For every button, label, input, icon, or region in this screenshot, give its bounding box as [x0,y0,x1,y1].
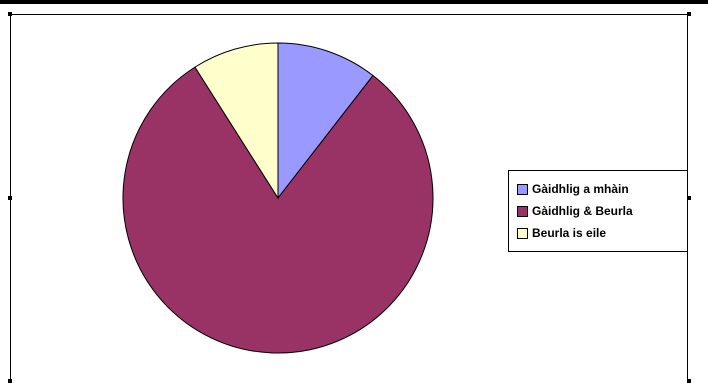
legend-item: Gàidhlig & Beurla [517,200,687,222]
pie-slice[interactable] [277,42,374,200]
resize-handle-top-right[interactable] [687,12,691,16]
legend-swatch [517,183,528,195]
pie-slice[interactable] [194,42,279,200]
legend[interactable]: Gàidhlig a mhàin Gàidhlig & Beurla Beurl… [508,170,688,252]
resize-handle-middle-right[interactable] [687,196,691,200]
legend-item: Gàidhlig a mhàin [517,178,687,200]
legend-label: Gàidhlig & Beurla [532,204,633,218]
resize-handle-middle-left[interactable] [8,196,12,200]
legend-label: Beurla is eile [532,226,607,240]
resize-handle-top-left[interactable] [8,12,12,16]
resize-handle-bottom-left[interactable] [8,379,12,383]
legend-item: Beurla is eile [517,222,687,244]
legend-swatch [517,205,528,217]
resize-handle-bottom-right[interactable] [687,379,691,383]
legend-label: Gàidhlig a mhàin [532,182,629,196]
legend-swatch [517,227,528,239]
pie-slice[interactable] [122,66,434,354]
top-rule [0,0,708,4]
